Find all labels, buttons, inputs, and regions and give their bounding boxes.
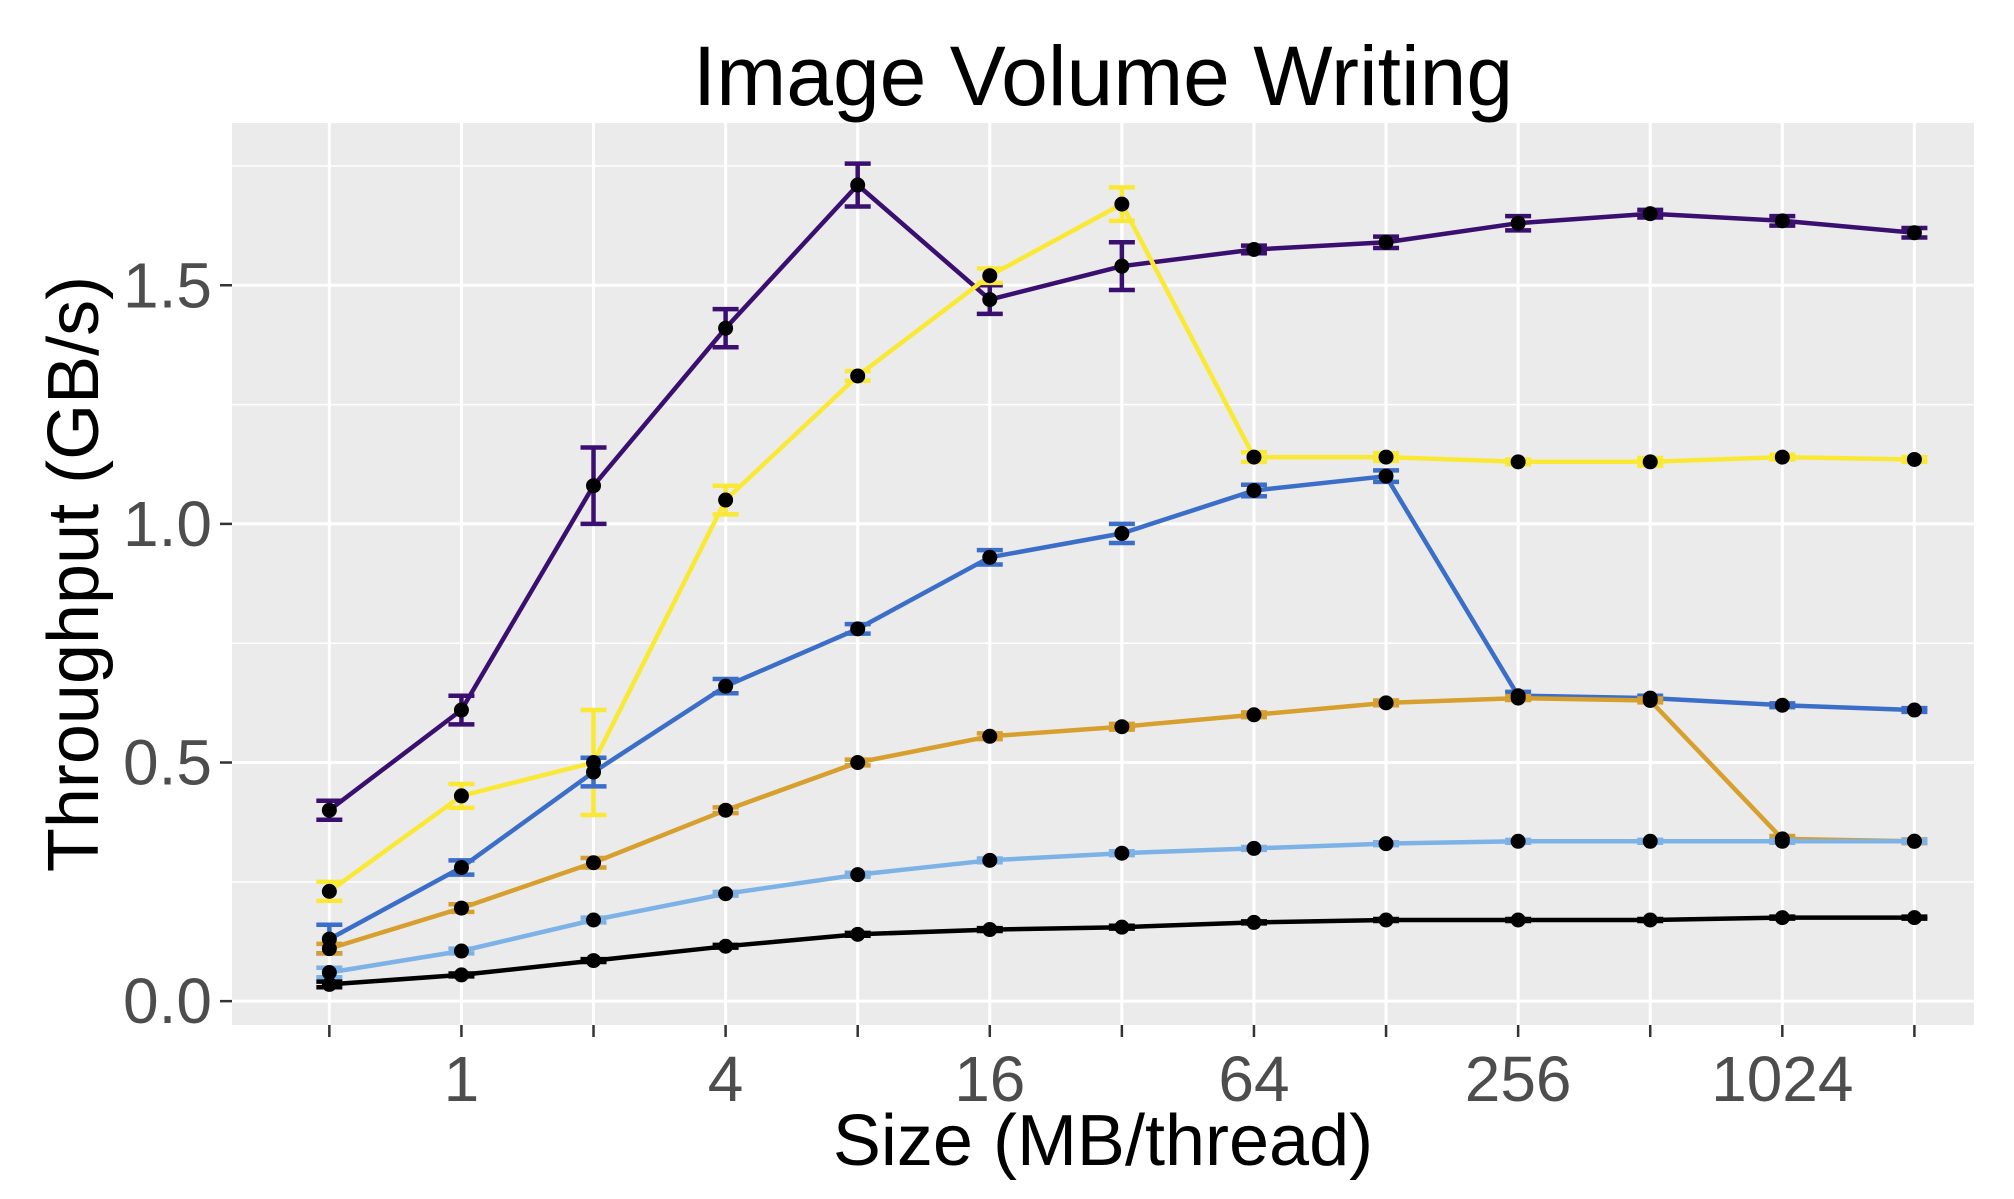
- data-point: [1246, 449, 1262, 465]
- data-point: [1510, 912, 1526, 928]
- y-tick-label: 1.0: [123, 488, 212, 560]
- data-point: [586, 953, 602, 969]
- data-point: [1114, 719, 1130, 735]
- data-point: [1642, 692, 1658, 708]
- data-point: [1378, 836, 1394, 852]
- y-tick-label: 1.5: [123, 249, 212, 321]
- data-point: [982, 268, 998, 284]
- x-tick-label: 1: [444, 1043, 480, 1115]
- data-point: [321, 965, 337, 981]
- data-point: [1246, 707, 1262, 723]
- data-point: [1114, 258, 1130, 274]
- data-point: [1774, 910, 1790, 926]
- major-gridlines: [232, 123, 1974, 1025]
- y-tick-label: 0.5: [123, 727, 212, 799]
- data-point: [1246, 840, 1262, 856]
- data-point: [586, 478, 602, 494]
- data-point: [1642, 206, 1658, 222]
- data-point: [1378, 234, 1394, 250]
- data-point: [718, 320, 734, 336]
- x-axis-title: Size (MB/thread): [833, 1101, 1373, 1181]
- data-point: [1906, 833, 1922, 849]
- data-point: [1642, 833, 1658, 849]
- data-point: [453, 702, 469, 718]
- data-point: [1378, 449, 1394, 465]
- chart-title: Image Volume Writing: [693, 29, 1513, 123]
- data-point: [1510, 215, 1526, 231]
- data-point: [586, 855, 602, 871]
- data-point: [1246, 914, 1262, 930]
- data-point: [1378, 468, 1394, 484]
- data-point: [1510, 454, 1526, 470]
- data-point: [1906, 451, 1922, 467]
- data-point: [850, 755, 866, 771]
- data-point: [1378, 695, 1394, 711]
- x-tick-label: 4: [708, 1043, 744, 1115]
- data-point: [850, 621, 866, 637]
- data-point: [718, 678, 734, 694]
- data-point: [718, 802, 734, 818]
- data-point: [1774, 697, 1790, 713]
- data-point: [982, 549, 998, 565]
- data-point: [850, 926, 866, 942]
- data-point: [850, 867, 866, 883]
- data-point: [321, 941, 337, 957]
- data-point: [321, 976, 337, 992]
- data-point: [453, 788, 469, 804]
- data-point: [982, 292, 998, 308]
- x-tick-label: 16: [954, 1043, 1025, 1115]
- data-point: [1906, 702, 1922, 718]
- data-point: [321, 883, 337, 899]
- data-point: [453, 860, 469, 876]
- data-point: [1114, 845, 1130, 861]
- data-point: [982, 728, 998, 744]
- x-axis: 1 4 16 64 256 1024: [328, 1025, 1916, 1115]
- data-point: [453, 900, 469, 916]
- data-point: [718, 886, 734, 902]
- x-tick-label: 64: [1218, 1043, 1289, 1115]
- series-layer: [316, 161, 1928, 992]
- plot-panel: [232, 123, 1974, 1025]
- data-point: [1906, 910, 1922, 926]
- data-point: [1774, 449, 1790, 465]
- data-point: [1246, 241, 1262, 257]
- data-point: [1114, 919, 1130, 935]
- data-point: [982, 922, 998, 938]
- data-point: [586, 912, 602, 928]
- data-point: [850, 177, 866, 193]
- data-point: [1774, 833, 1790, 849]
- data-point: [453, 967, 469, 983]
- data-point: [586, 764, 602, 780]
- data-point: [850, 368, 866, 384]
- y-axis: 0.0 0.5 1.0 1.5: [123, 249, 232, 1037]
- data-point: [1642, 912, 1658, 928]
- data-point: [718, 492, 734, 508]
- data-point: [718, 938, 734, 954]
- minor-gridlines: [232, 165, 1974, 883]
- data-point: [1246, 482, 1262, 498]
- y-tick-label: 0.0: [123, 965, 212, 1037]
- y-axis-title: Throughput (GB/s): [34, 276, 114, 872]
- data-point: [1774, 213, 1790, 229]
- data-point: [453, 943, 469, 959]
- data-point: [321, 802, 337, 818]
- data-point: [1114, 525, 1130, 541]
- data-point: [1510, 690, 1526, 706]
- data-point: [1378, 912, 1394, 928]
- x-tick-label: 1024: [1711, 1043, 1853, 1115]
- x-tick-label: 256: [1465, 1043, 1572, 1115]
- data-point: [1510, 833, 1526, 849]
- data-point: [1906, 225, 1922, 241]
- data-point: [1642, 454, 1658, 470]
- data-point: [1114, 196, 1130, 212]
- data-point: [982, 852, 998, 868]
